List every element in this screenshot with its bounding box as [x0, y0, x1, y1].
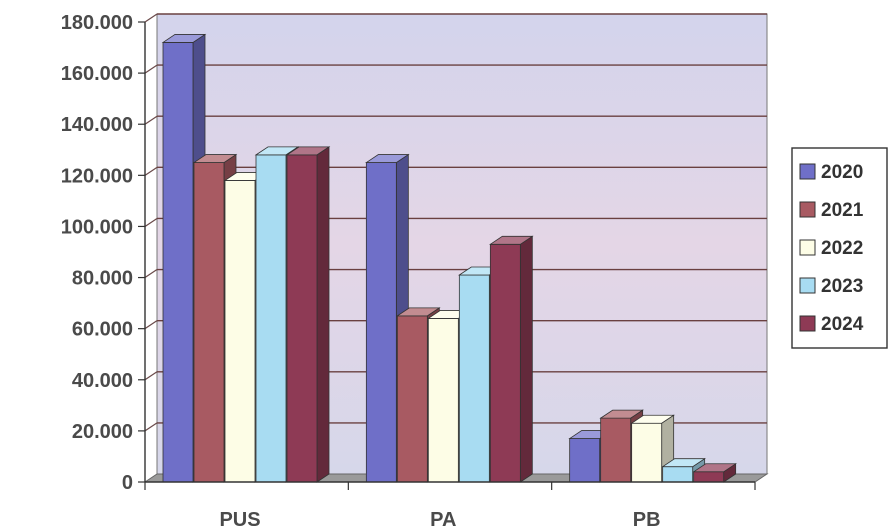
legend-label: 2024: [821, 314, 864, 335]
gridline-depth: [144, 13, 158, 23]
x-category-label: PB: [633, 509, 661, 530]
y-tick-label: 140.000: [61, 114, 133, 136]
bar-front: [631, 422, 663, 483]
bar-front: [569, 438, 601, 483]
bar-front: [489, 243, 521, 483]
y-tick-label: 100.000: [61, 216, 133, 238]
y-tick-label: 160.000: [61, 63, 133, 85]
bar-front: [427, 318, 459, 483]
gridline-depth: [144, 422, 158, 432]
bar-front: [224, 180, 256, 483]
bar-top: [365, 154, 410, 163]
bar-front: [286, 154, 318, 483]
bar-front: [693, 471, 725, 483]
gridline-depth: [144, 269, 158, 279]
y-tick-label: 120.000: [61, 165, 133, 187]
gridline-depth: [144, 115, 158, 125]
gridline-depth: [144, 217, 158, 227]
gridline-depth: [144, 64, 158, 74]
y-tick-label: 40.000: [72, 370, 133, 392]
gridline-depth: [144, 320, 158, 330]
bar-top: [254, 146, 300, 156]
bar: [692, 463, 737, 483]
bar-front: [255, 154, 287, 483]
legend-swatch: [799, 277, 816, 294]
gridline-depth: [144, 166, 158, 176]
legend-label: 2021: [821, 200, 864, 221]
bar-top: [285, 146, 331, 156]
bar-top: [599, 409, 644, 419]
y-tick-label: 60.000: [72, 319, 133, 341]
legend-swatch: [799, 239, 816, 256]
bar-front: [396, 315, 428, 483]
bar-front: [662, 466, 694, 483]
bar-top: [489, 235, 534, 245]
legend-swatch: [799, 315, 816, 332]
legend-label: 2022: [821, 238, 863, 259]
bar-top: [630, 414, 675, 424]
y-tick-label: 180.000: [61, 12, 133, 34]
bar-front: [365, 162, 397, 483]
x-category-label: PA: [430, 509, 456, 530]
bar: [285, 146, 331, 483]
bar-side: [519, 235, 533, 483]
bar-top: [192, 154, 238, 163]
legend-label: 2020: [821, 162, 863, 183]
x-category-label: PUS: [219, 509, 260, 530]
legend-swatch: [799, 163, 816, 180]
y-tick-label: 0: [122, 472, 133, 494]
gridline-depth: [144, 371, 158, 381]
bar-side: [316, 146, 330, 483]
legend-swatch: [799, 201, 816, 218]
bar-front: [162, 42, 194, 483]
y-tick-label: 80.000: [72, 268, 133, 290]
bar-top: [661, 458, 706, 468]
bar: [489, 235, 534, 483]
legend-label: 2023: [821, 276, 863, 297]
bar-front: [193, 162, 225, 483]
bar-front: [600, 417, 632, 483]
bar-top: [692, 463, 737, 473]
bar-top: [161, 34, 207, 43]
y-tick-label: 20.000: [72, 421, 133, 443]
bar-front: [458, 274, 490, 483]
bar-top: [396, 307, 441, 317]
